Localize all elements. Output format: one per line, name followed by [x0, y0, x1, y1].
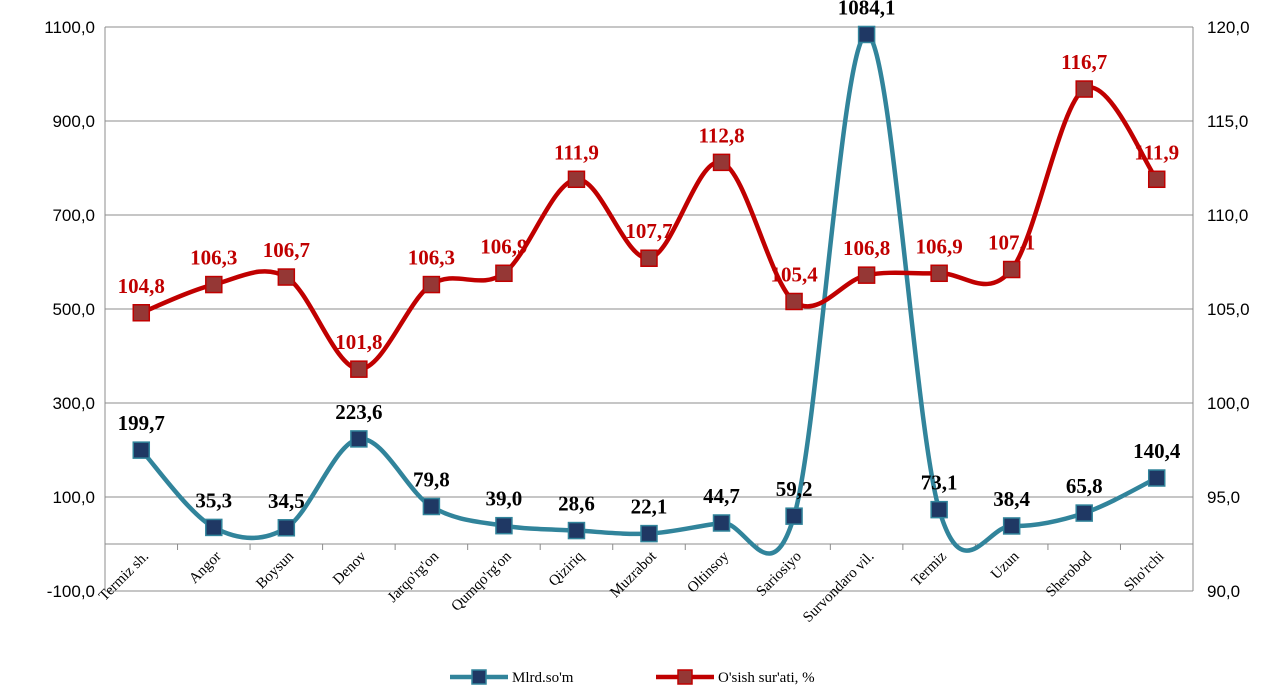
series-1-marker — [712, 514, 731, 532]
series-2-data-label: 101,8 — [335, 330, 382, 354]
x-tick-label: Jarqo'rg'on — [385, 548, 443, 606]
series-1-data-label: 79,8 — [413, 467, 450, 491]
y-right-tick-label: 100,0 — [1207, 394, 1250, 413]
series-1-marker — [132, 441, 151, 459]
series-1-data-label: 65,8 — [1066, 474, 1103, 498]
series-2-data-label: 104,8 — [118, 274, 165, 298]
x-tick-label: Denov — [330, 548, 370, 588]
legend-marker-2 — [677, 669, 693, 685]
series-1-data-label: 140,4 — [1133, 439, 1181, 463]
legend-label-1: Mlrd.so'm — [512, 670, 574, 686]
series-1-data-label: 44,7 — [703, 484, 740, 508]
x-tick-label: Termiz — [909, 548, 950, 589]
y-left-tick-label: 900,0 — [52, 112, 95, 131]
series-1-data-label: 22,1 — [631, 495, 668, 519]
series-1-marker — [205, 518, 223, 537]
series-2-data-label: 106,9 — [480, 234, 527, 258]
series-2-data-label: 106,7 — [263, 238, 310, 262]
series-2-marker — [422, 275, 441, 294]
x-tick-label: Sho'rchi — [1121, 549, 1167, 595]
series-1-data-label: 34,5 — [268, 489, 305, 513]
series-1-data-label: 35,3 — [195, 488, 232, 512]
x-tick-label: Qiziriq — [546, 548, 588, 590]
data-labels: 199,7 35,3 34,5 223,6 79,8 39,0 28,6 22,1 44,7 59… — [118, 0, 1181, 519]
series-2-marker — [712, 153, 731, 172]
series-1-marker — [930, 500, 948, 519]
x-tick-label: Boysun — [253, 548, 297, 592]
series-2-marker — [785, 292, 803, 311]
series-1-data-label: 28,6 — [558, 492, 595, 516]
series-2-marker — [930, 264, 948, 283]
series-1-marker — [1002, 517, 1021, 535]
y-right-tick-label: 95,0 — [1207, 488, 1240, 507]
y-right-tick-label: 120,0 — [1207, 18, 1250, 37]
series-2-data-label: 107,1 — [988, 231, 1035, 255]
series-lines — [139, 32, 1159, 556]
series-2-marker — [567, 170, 586, 189]
y-left-tick-label: -100,0 — [47, 582, 95, 601]
y-left-tick-label: 300,0 — [52, 394, 95, 413]
series-2-data-label: 106,8 — [843, 236, 890, 260]
series-2-marker — [1075, 80, 1093, 98]
y-right-tick-label: 110,0 — [1207, 206, 1248, 225]
x-tick-label: Angor — [186, 549, 224, 587]
y-left-tick-label: 500,0 — [52, 300, 95, 319]
series-1-marker — [857, 25, 876, 44]
series-1-marker — [567, 521, 586, 540]
series-1-data-label: 199,7 — [118, 411, 165, 435]
series-2-data-label: 106,9 — [916, 234, 963, 258]
y-right-tick-label: 105,0 — [1207, 300, 1250, 319]
x-tick-label: Sariosiyo — [754, 549, 805, 600]
series-2-marker — [350, 360, 368, 378]
x-tick-label: Survondaro vil. — [800, 549, 877, 626]
legend-label-2: O'sish sur'ati, % — [718, 670, 815, 686]
series-2-marker — [1147, 170, 1166, 189]
series-2-data-label: 107,7 — [625, 219, 672, 243]
series-2-data-label: 106,3 — [408, 246, 455, 270]
x-tick-label: Uzun — [988, 548, 1023, 583]
series-1-marker — [1147, 469, 1166, 487]
series-1-marker — [350, 430, 368, 448]
series-2-data-label: 112,8 — [698, 123, 744, 147]
x-tick-label: Muzrabot — [607, 548, 660, 601]
y-right-tick-label: 90,0 — [1207, 582, 1240, 601]
series-1-marker — [785, 507, 803, 525]
series-2-data-label: 106,3 — [190, 246, 237, 270]
series-1-marker — [495, 516, 513, 535]
series-1-data-label: 223,6 — [335, 400, 382, 424]
series-1-data-label: 1084,1 — [838, 0, 896, 19]
series-markers — [132, 25, 1166, 543]
series-1-marker — [640, 524, 658, 543]
y-right-tick-label: 115,0 — [1207, 112, 1248, 131]
gridlines — [105, 26, 1193, 592]
series-2-data-label: 105,4 — [770, 262, 818, 286]
series-2-marker — [277, 268, 296, 286]
series-2-marker — [1002, 260, 1021, 279]
legend-marker-1 — [471, 669, 487, 685]
series-1-marker — [277, 519, 296, 537]
series-2-data-label: 111,9 — [554, 140, 599, 164]
series-1-data-label: 38,4 — [993, 487, 1030, 511]
legend: Mlrd.so'm O'sish sur'ati, % — [450, 669, 815, 686]
series-1-marker — [1075, 504, 1093, 522]
x-tick-label: Oltinsoy — [684, 548, 732, 596]
series-line-1 — [139, 32, 1158, 556]
series-2-marker — [495, 264, 513, 283]
series-1-data-label: 73,1 — [921, 471, 958, 495]
series-1-data-label: 59,2 — [776, 477, 813, 501]
series-2-data-label: 111,9 — [1134, 140, 1179, 164]
x-tick-label: Sherobod — [1043, 548, 1095, 600]
x-tick-label: Qumqo'rg'on — [449, 548, 516, 615]
series-2-marker — [132, 304, 151, 322]
y-left-tick-label: 700,0 — [52, 206, 95, 225]
series-2-data-label: 116,7 — [1061, 50, 1107, 74]
series-2-marker — [857, 266, 876, 284]
y-left-tick-label: 1100,0 — [44, 18, 95, 37]
series-2-marker — [205, 275, 223, 294]
series-2-marker — [640, 249, 658, 267]
y-left-tick-label: 100,0 — [52, 488, 95, 507]
series-1-data-label: 39,0 — [486, 487, 523, 511]
series-1-marker — [422, 497, 441, 516]
